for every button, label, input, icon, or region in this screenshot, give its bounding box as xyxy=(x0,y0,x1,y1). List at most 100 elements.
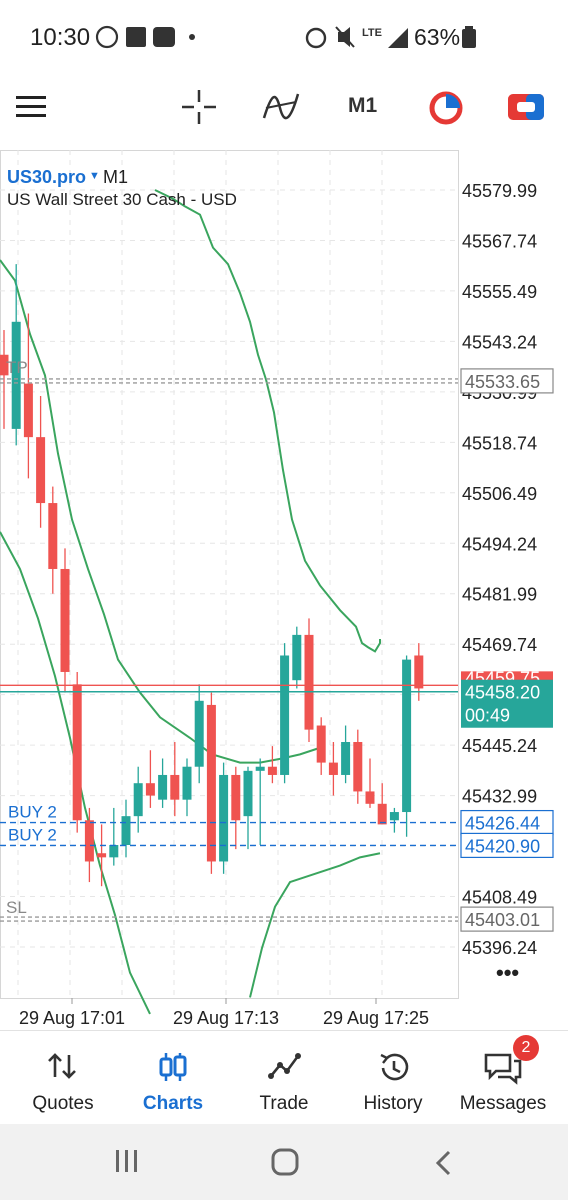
y-tick-label: 45494.24 xyxy=(462,534,537,554)
y-tick-label: 45567.74 xyxy=(462,231,537,251)
bear-candle xyxy=(84,820,94,862)
nav-charts[interactable]: Charts xyxy=(118,1031,228,1125)
nav-messages[interactable]: Messages xyxy=(448,1031,558,1125)
buy-line-2-price-text: 45420.90 xyxy=(465,836,540,856)
nav-charts-label: Charts xyxy=(142,1093,204,1114)
trade-nav-icon xyxy=(268,1053,301,1079)
sl-label: SL xyxy=(6,898,27,917)
bear-candle xyxy=(48,503,58,569)
bear-candle xyxy=(36,437,46,504)
y-tick-label: 45396.24 xyxy=(462,938,537,958)
plot-area xyxy=(0,150,459,999)
buy-line-2-price-box xyxy=(460,832,554,859)
symbol-dropdown-icon[interactable]: ▼ xyxy=(89,170,100,182)
app-icon xyxy=(153,27,175,47)
y-tick-label: 45432.99 xyxy=(462,787,537,807)
x-tick-label: 29 Aug 17:13 xyxy=(173,1008,279,1028)
bull-candle xyxy=(182,766,192,800)
buy-line-2-label: BUY 2 xyxy=(8,825,57,844)
y-tick-label: 45506.49 xyxy=(462,484,537,504)
indicators-icon[interactable] xyxy=(262,88,300,124)
chart-timeframe: M1 xyxy=(103,167,129,187)
buy-line-1-price-text: 45426.44 xyxy=(465,814,540,834)
bull-candle xyxy=(341,742,351,775)
bull-candle xyxy=(402,659,412,813)
middle-band-line xyxy=(0,259,326,764)
nav-trade[interactable]: Trade xyxy=(229,1031,339,1125)
history-icon xyxy=(380,1053,409,1081)
nav-history-label: History xyxy=(363,1093,423,1114)
bear-candle xyxy=(377,803,387,825)
bull-candle xyxy=(243,770,253,817)
bear-candle xyxy=(316,725,326,763)
home-icon[interactable] xyxy=(270,1148,300,1176)
y-tick-label: 45555.49 xyxy=(462,282,537,302)
gallery-icon xyxy=(126,27,146,47)
bear-candle xyxy=(267,766,277,775)
bull-candle xyxy=(280,655,290,775)
status-time: 10:30 xyxy=(30,24,91,51)
lte-label: LTE xyxy=(362,27,382,39)
timeframe-button[interactable]: M1 xyxy=(348,94,378,117)
menu-icon[interactable] xyxy=(16,94,48,120)
bear-candle xyxy=(328,762,338,775)
bull-candle xyxy=(133,783,143,817)
bull-candle xyxy=(219,774,229,862)
y-tick-label: 45445.24 xyxy=(462,736,537,756)
trade-icon[interactable] xyxy=(508,94,544,122)
nav-quotes[interactable]: Quotes xyxy=(8,1031,118,1125)
bear-candle xyxy=(60,568,70,672)
bottom-navigation: Quotes Charts Trade History Messages xyxy=(0,1030,568,1125)
system-icons: LTE xyxy=(305,26,408,49)
bull-candle xyxy=(292,634,302,681)
more-dot-icon xyxy=(189,34,195,40)
chart-toolbar xyxy=(0,72,568,142)
y-tick-label: 45518.74 xyxy=(462,433,537,453)
nav-quotes-label: Quotes xyxy=(32,1093,94,1114)
y-tick-label: 45579.99 xyxy=(462,181,537,201)
nav-history[interactable]: History xyxy=(338,1031,448,1125)
charts-icon xyxy=(159,1053,187,1081)
price-chart[interactable]: 45579.9945567.7445555.4945543.2445530.99… xyxy=(0,150,568,1030)
system-nav-bar xyxy=(0,1124,568,1200)
bull-candle xyxy=(158,774,168,800)
bull-candle xyxy=(255,766,265,771)
buy-line-1-label: BUY 2 xyxy=(8,803,57,822)
chart-symbol[interactable]: US30.pro xyxy=(7,167,87,187)
quotes-icon xyxy=(48,1053,76,1079)
nav-trade-label: Trade xyxy=(259,1093,309,1114)
sl-price-box xyxy=(460,906,554,932)
x-tick-label: 29 Aug 17:01 xyxy=(19,1008,125,1028)
lower-band-right-line xyxy=(249,852,381,998)
back-icon[interactable] xyxy=(434,1150,454,1176)
messages-badge: 2 xyxy=(513,1035,539,1061)
bear-candle xyxy=(72,684,82,821)
notification-icons xyxy=(95,25,195,49)
bear-candle xyxy=(0,354,9,376)
bear-candle xyxy=(23,383,33,438)
status-bar: 10:30 LTE 63% xyxy=(0,0,568,72)
sl-price-box-text: 45403.01 xyxy=(465,910,540,930)
bear-candle xyxy=(231,774,241,821)
tp-price-box-text: 45533.65 xyxy=(465,372,540,392)
alarm-icon xyxy=(305,27,327,49)
battery-percent: 63% xyxy=(414,24,461,50)
nav-messages-label: Messages xyxy=(459,1093,547,1114)
recent-apps-icon[interactable] xyxy=(114,1150,140,1174)
bear-candle xyxy=(353,742,363,792)
bull-candle xyxy=(11,321,21,429)
bid-price-box xyxy=(461,679,553,728)
upper-band-line xyxy=(154,189,381,653)
objects-icon[interactable] xyxy=(428,90,464,126)
crosshair-icon[interactable] xyxy=(182,90,216,124)
y-tick-label: 45543.24 xyxy=(462,332,537,352)
bull-candle xyxy=(121,816,131,845)
chart-description: US Wall Street 30 Cash - USD xyxy=(7,190,237,209)
more-icon[interactable]: ••• xyxy=(496,960,519,985)
whatsapp-icon xyxy=(95,25,119,49)
bear-candle xyxy=(97,853,107,858)
y-tick-label: 45469.74 xyxy=(462,635,537,655)
tp-price-box xyxy=(460,368,554,394)
bear-candle xyxy=(365,791,375,804)
x-tick-label: 29 Aug 17:25 xyxy=(323,1008,429,1028)
